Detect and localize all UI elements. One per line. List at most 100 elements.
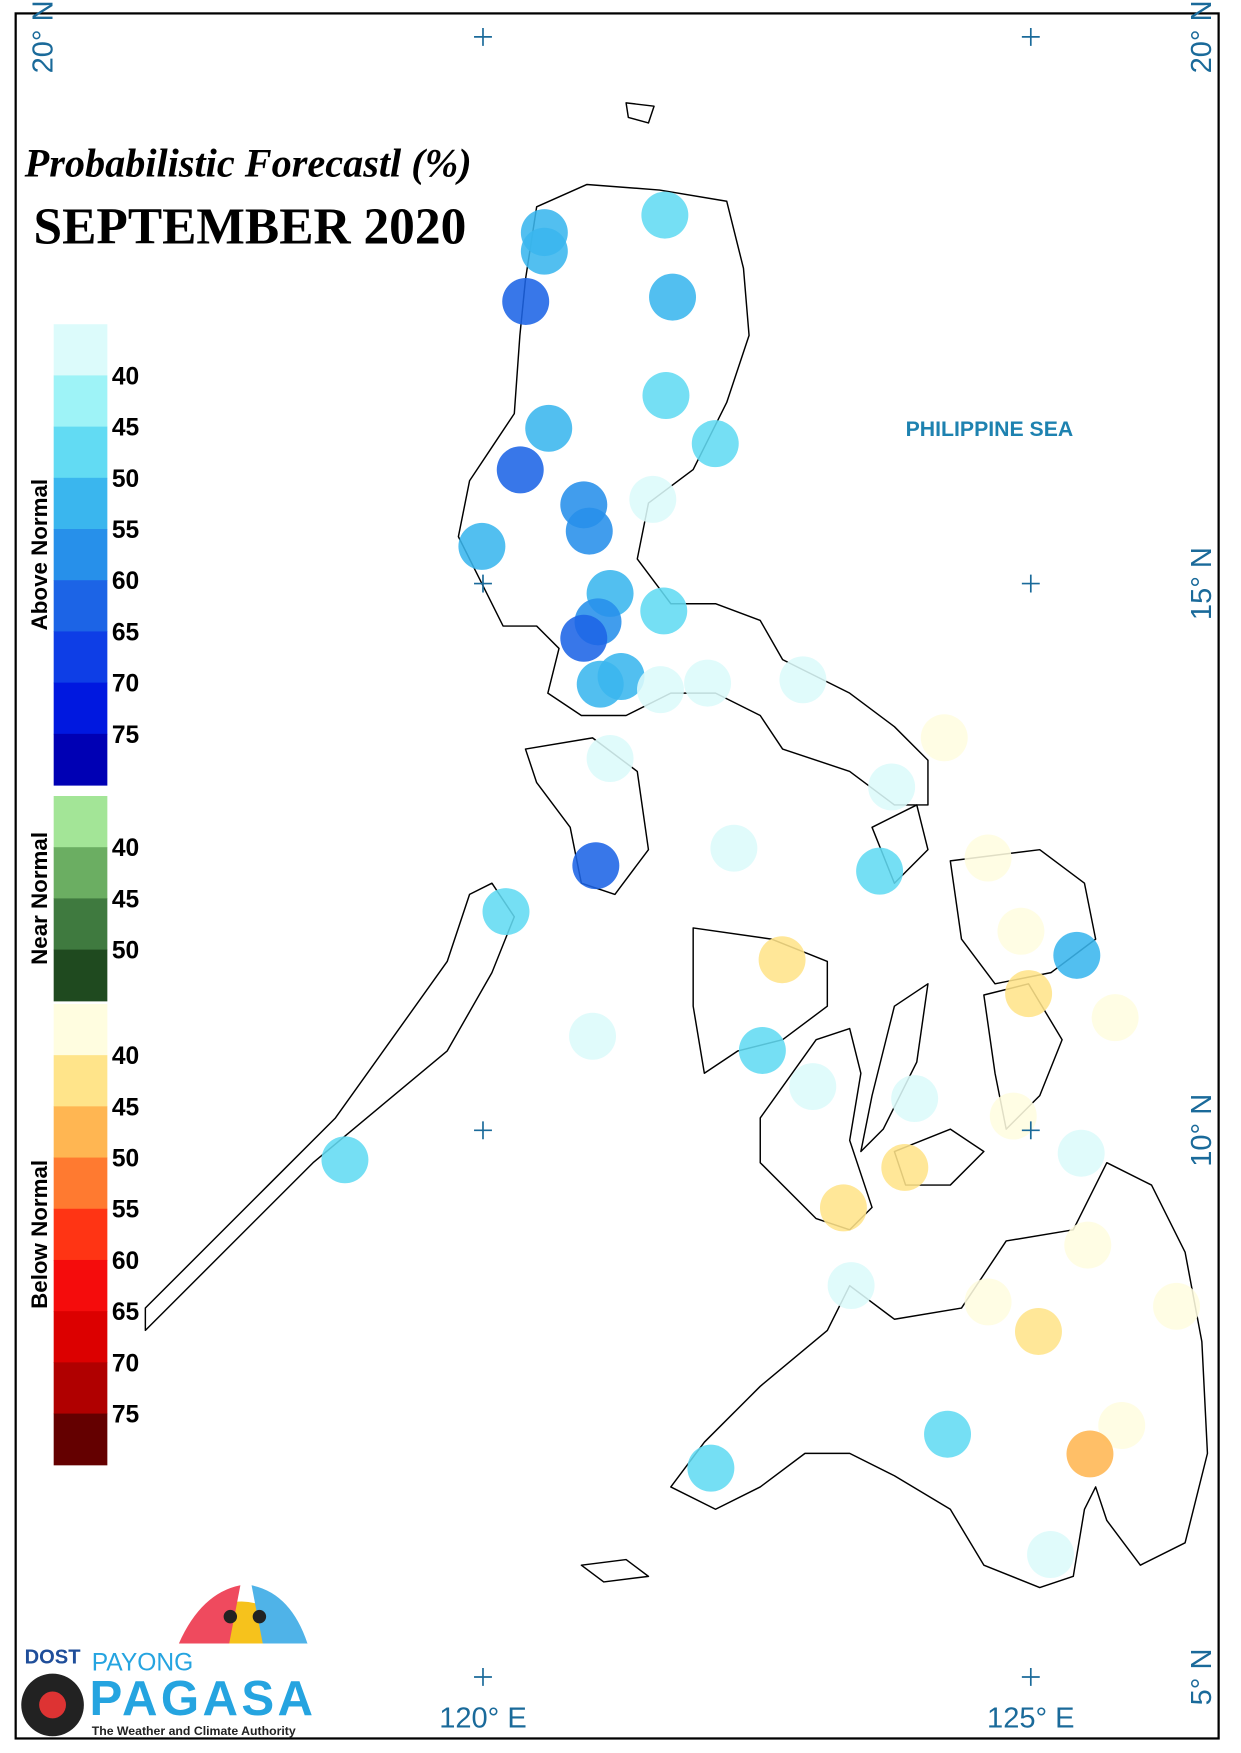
map-subtitle: SEPTEMBER 2020	[34, 199, 467, 256]
grid-cross	[1021, 1668, 1040, 1686]
forecast-point	[687, 1444, 735, 1492]
grid-cross	[474, 1121, 492, 1140]
forecast-point	[758, 936, 806, 984]
forecast-point	[502, 278, 550, 325]
legend-swatch	[53, 477, 108, 530]
legend-tick: 75	[112, 1402, 139, 1429]
legend-tick: 45	[112, 886, 139, 913]
legend-swatch	[53, 324, 108, 376]
legend-swatch	[53, 375, 108, 428]
forecast-point	[321, 1136, 369, 1184]
graticule: 120° E 125° E 20° N 20° N 15° N 10° N 5° N	[28, 0, 1218, 1734]
forecast-point	[1066, 1430, 1114, 1478]
legend-swatch	[53, 796, 108, 848]
lat-label: 10° N	[1186, 1094, 1218, 1167]
legend-tick: 50	[112, 466, 139, 493]
legend-tick: 70	[112, 1350, 139, 1377]
forecast-point	[565, 507, 613, 555]
grid-cross	[1021, 1121, 1040, 1140]
legend-swatch	[53, 898, 108, 951]
logo: DOST PAYONG PAGASA The Weather and Clima…	[21, 1585, 316, 1738]
legend-tick: 65	[112, 619, 139, 646]
legend-swatch	[53, 1003, 108, 1056]
legend-tick: 75	[112, 722, 139, 749]
forecast-point	[1014, 1307, 1062, 1355]
legend-tick: 55	[112, 1197, 139, 1224]
legend-tick: 45	[112, 1094, 139, 1121]
forecast-point	[637, 666, 684, 714]
forecast-point	[586, 735, 634, 783]
sea-label: PHILIPPINE SEA	[906, 417, 1074, 441]
legend-group-label: Below Normal	[27, 1160, 52, 1309]
forecast-point	[964, 834, 1012, 882]
forecast-point	[1098, 1402, 1146, 1449]
forecast-point	[779, 656, 827, 704]
logo-line2: PAGASA	[89, 1671, 316, 1726]
legend-swatch	[53, 631, 108, 684]
forecast-point	[1027, 1531, 1074, 1578]
forecast-point	[649, 273, 697, 321]
logo-agency: DOST	[25, 1647, 82, 1669]
forecast-point	[572, 842, 620, 890]
legend-tick: 55	[112, 517, 139, 544]
grid-cross	[474, 574, 492, 593]
forecast-point	[1005, 970, 1053, 1018]
grid-cross	[1021, 27, 1040, 46]
legend-tick: 40	[112, 363, 139, 390]
legend-swatch	[53, 682, 108, 735]
forecast-point	[868, 763, 916, 811]
grid-cross	[1021, 574, 1040, 593]
forecast-point	[1091, 994, 1139, 1042]
legend-swatch	[53, 1413, 108, 1466]
umbrella-eye	[223, 1609, 238, 1624]
lat-label: 20° N	[1186, 0, 1218, 73]
forecast-point	[819, 1184, 867, 1232]
forecast-point	[496, 446, 544, 494]
forecast-point	[1053, 931, 1101, 979]
lat-label: 5° N	[1186, 1649, 1218, 1706]
legend-tick: 60	[112, 1248, 139, 1275]
legend-swatch	[53, 847, 108, 899]
forecast-point	[710, 824, 758, 872]
forecast-point	[525, 404, 573, 452]
legend-group-label: Near Normal	[27, 832, 52, 965]
logo-line1: PAYONG	[92, 1649, 194, 1676]
legend-swatch	[53, 1106, 108, 1159]
lon-label: 125° E	[987, 1702, 1075, 1734]
legend-tick: 40	[112, 1043, 139, 1070]
forecast-point	[576, 660, 624, 708]
legend-swatch	[53, 426, 108, 479]
legend-swatch	[53, 733, 108, 786]
map-frame	[14, 12, 1220, 1740]
dost-emblem-center	[39, 1691, 66, 1719]
map-title: Probabilistic Forecastl (%)	[24, 141, 472, 186]
legend-tick: 50	[112, 1146, 139, 1173]
forecast-point	[924, 1410, 972, 1458]
forecast-point	[738, 1026, 786, 1074]
forecast-point	[891, 1075, 939, 1123]
forecast-point	[640, 587, 688, 635]
legend-tick: 50	[112, 938, 139, 965]
umbrella-segment	[178, 1585, 241, 1644]
forecast-point	[520, 227, 568, 275]
forecast-point	[641, 191, 689, 239]
forecast-point	[482, 888, 530, 936]
forecast-point	[642, 372, 690, 420]
logo-tagline: The Weather and Climate Authority	[92, 1724, 296, 1738]
forecast-point	[789, 1063, 837, 1111]
legend-swatch	[53, 1362, 108, 1415]
legend-swatch	[53, 1055, 108, 1107]
forecast-point	[856, 847, 904, 895]
grid-cross	[474, 1668, 492, 1686]
legend-swatch	[53, 1208, 108, 1261]
legend-swatch	[53, 580, 108, 632]
legend-swatch	[53, 529, 108, 581]
forecast-point	[569, 1012, 617, 1060]
legend-swatch	[53, 1311, 108, 1363]
legend-swatch	[53, 1157, 108, 1210]
forecast-point	[964, 1278, 1012, 1326]
forecast-point	[691, 420, 739, 468]
legend-swatch	[53, 949, 108, 1002]
legend-tick: 40	[112, 835, 139, 862]
